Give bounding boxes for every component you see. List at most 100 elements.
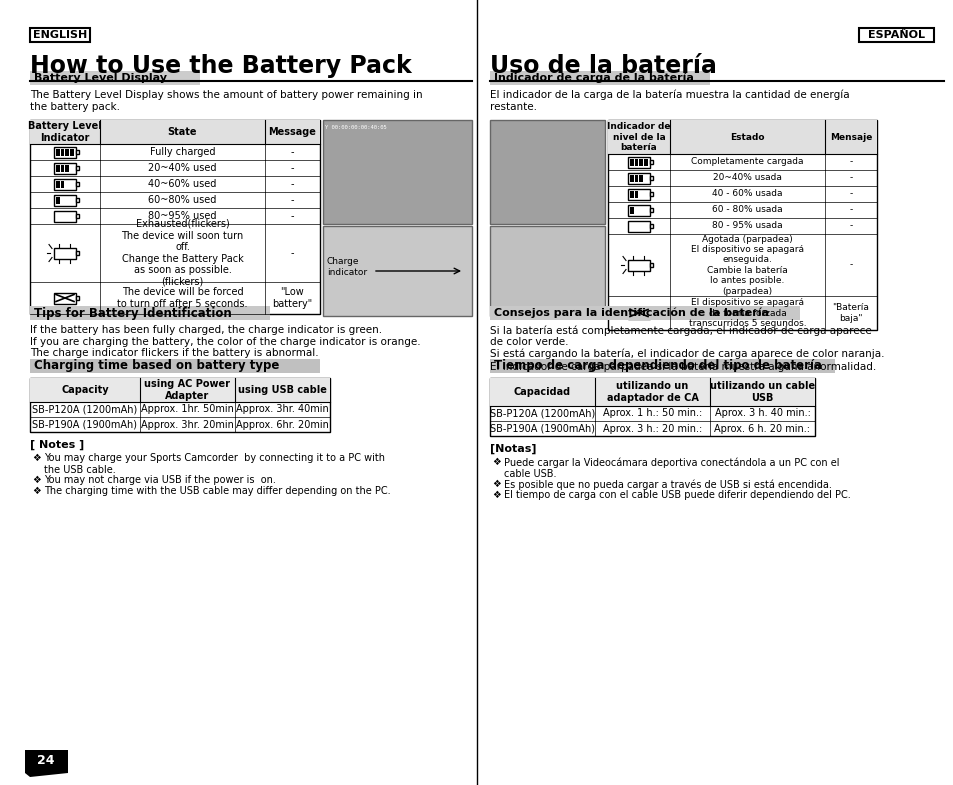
- Text: Aprox. 1 h.: 50 min.:: Aprox. 1 h.: 50 min.:: [602, 408, 701, 418]
- Bar: [30, 359, 319, 373]
- Bar: [634, 191, 638, 198]
- Bar: [76, 214, 79, 218]
- Bar: [54, 178, 76, 189]
- Text: using USB cable: using USB cable: [238, 385, 327, 395]
- Bar: [490, 378, 814, 436]
- Text: El tiempo de carga con el cable USB puede diferir dependiendo del PC.: El tiempo de carga con el cable USB pued…: [503, 490, 850, 500]
- Text: SB-P120A (1200mAh): SB-P120A (1200mAh): [32, 404, 137, 414]
- Text: -: -: [291, 211, 294, 221]
- Bar: [30, 120, 319, 314]
- Text: -: -: [291, 179, 294, 189]
- Bar: [76, 166, 79, 170]
- Bar: [56, 148, 60, 155]
- Bar: [627, 260, 649, 271]
- Bar: [629, 191, 633, 198]
- Text: 40 - 60% usada: 40 - 60% usada: [712, 189, 781, 199]
- Text: Completamente cargada: Completamente cargada: [691, 158, 803, 166]
- Bar: [56, 196, 60, 203]
- Bar: [66, 148, 70, 155]
- Text: Aprox. 3 h.: 20 min.:: Aprox. 3 h.: 20 min.:: [602, 423, 701, 433]
- Bar: [607, 120, 876, 154]
- Text: -: -: [291, 195, 294, 205]
- Text: State: State: [168, 127, 197, 137]
- Text: SB-P190A (1900mAh): SB-P190A (1900mAh): [32, 419, 137, 429]
- Bar: [627, 308, 649, 319]
- Bar: [490, 226, 604, 316]
- Text: 80 - 95% usada: 80 - 95% usada: [712, 221, 782, 231]
- Bar: [490, 306, 800, 320]
- Text: Uso de la batería: Uso de la batería: [490, 54, 716, 78]
- Text: Es posible que no pueda cargar a través de USB si está encendida.: Es posible que no pueda cargar a través …: [503, 479, 831, 490]
- Text: 80~95% used: 80~95% used: [148, 211, 216, 221]
- Text: How to Use the Battery Pack: How to Use the Battery Pack: [30, 54, 412, 78]
- Text: The device will be forced
to turn off after 5 seconds.: The device will be forced to turn off af…: [117, 287, 248, 309]
- Text: -: -: [848, 206, 852, 214]
- Bar: [323, 226, 472, 316]
- Bar: [56, 181, 60, 188]
- Bar: [629, 174, 633, 181]
- Bar: [56, 165, 60, 171]
- Bar: [627, 205, 649, 216]
- Text: Tips for Battery Identification: Tips for Battery Identification: [34, 306, 232, 319]
- Bar: [634, 174, 638, 181]
- Text: 20~40% usada: 20~40% usada: [712, 173, 781, 182]
- Text: El dispositivo se apagará
de forma forzada
transcurridos 5 segundos.: El dispositivo se apagará de forma forza…: [688, 298, 805, 328]
- Bar: [607, 120, 876, 330]
- Text: ❖: ❖: [492, 490, 500, 500]
- Text: El indicador de la carga de la batería muestra la cantidad de energía
restante.: El indicador de la carga de la batería m…: [490, 90, 849, 112]
- Text: Agotada (parpadea)
El dispositivo se apagará
enseguida.
Cambie la batería
lo ant: Agotada (parpadea) El dispositivo se apa…: [690, 235, 803, 295]
- Text: 20~40% used: 20~40% used: [148, 163, 216, 173]
- Bar: [76, 198, 79, 203]
- Text: You may charge your Sports Camcorder  by connecting it to a PC with
the USB cabl: You may charge your Sports Camcorder by …: [44, 453, 385, 475]
- Bar: [76, 149, 79, 155]
- Bar: [323, 120, 472, 224]
- Text: Indicador de
nivel de la
batería: Indicador de nivel de la batería: [607, 122, 670, 152]
- Text: Approx. 3hr. 20min: Approx. 3hr. 20min: [141, 419, 233, 429]
- Text: 40~60% used: 40~60% used: [148, 179, 216, 189]
- Text: "Batería
baja": "Batería baja": [832, 303, 868, 323]
- Bar: [66, 165, 70, 171]
- Text: Tiempo de carga dependiendo del tipo de batería: Tiempo de carga dependiendo del tipo de …: [494, 360, 821, 373]
- Text: -: -: [291, 163, 294, 173]
- Bar: [627, 156, 649, 167]
- Bar: [629, 159, 633, 166]
- Text: Fully charged: Fully charged: [150, 147, 215, 157]
- Bar: [30, 306, 270, 320]
- Bar: [629, 206, 633, 214]
- Bar: [71, 148, 74, 155]
- Bar: [643, 159, 647, 166]
- Bar: [649, 159, 652, 165]
- Bar: [30, 378, 330, 402]
- Text: ❖: ❖: [492, 479, 500, 489]
- Text: Aprox. 3 h. 40 min.:: Aprox. 3 h. 40 min.:: [714, 408, 810, 418]
- Text: Estado: Estado: [729, 133, 764, 141]
- Bar: [76, 250, 79, 255]
- Bar: [61, 165, 65, 171]
- Bar: [490, 120, 604, 224]
- Bar: [30, 71, 200, 85]
- Bar: [76, 295, 79, 301]
- Text: Approx. 1hr. 50min: Approx. 1hr. 50min: [141, 404, 233, 414]
- Text: -: -: [291, 147, 294, 157]
- Bar: [649, 224, 652, 228]
- Bar: [649, 262, 652, 268]
- Text: -: -: [848, 158, 852, 166]
- Bar: [30, 378, 330, 432]
- Text: If the battery has been fully charged, the charge indicator is green.
If you are: If the battery has been fully charged, t…: [30, 325, 420, 358]
- Bar: [627, 188, 649, 199]
- Bar: [627, 173, 649, 184]
- Text: Approx. 3hr. 40min: Approx. 3hr. 40min: [236, 404, 329, 414]
- Text: "Low
battery": "Low battery": [273, 287, 313, 309]
- Text: The charging time with the USB cable may differ depending on the PC.: The charging time with the USB cable may…: [44, 486, 390, 496]
- Bar: [76, 181, 79, 187]
- Text: ENGLISH: ENGLISH: [32, 30, 87, 40]
- Text: ❖: ❖: [492, 457, 500, 467]
- Bar: [607, 120, 876, 330]
- Bar: [634, 159, 638, 166]
- Bar: [54, 210, 76, 221]
- Text: You may not charge via USB if the power is  on.: You may not charge via USB if the power …: [44, 475, 275, 485]
- Text: SB-P120A (1200mAh): SB-P120A (1200mAh): [489, 408, 595, 418]
- Polygon shape: [25, 773, 68, 777]
- Text: 24: 24: [37, 754, 54, 768]
- Text: Capacidad: Capacidad: [514, 387, 571, 397]
